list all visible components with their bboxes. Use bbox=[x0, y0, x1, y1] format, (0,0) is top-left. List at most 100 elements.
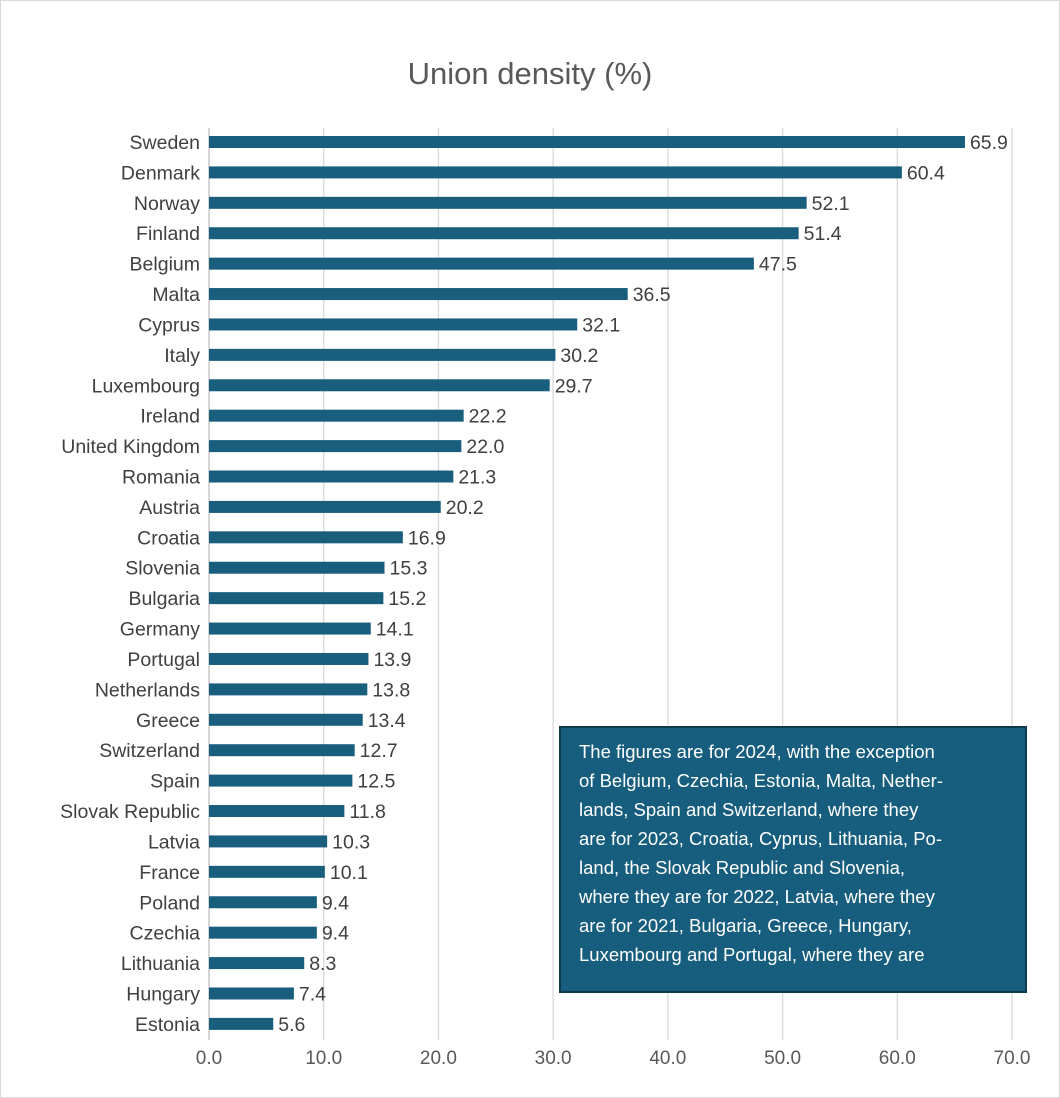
category-label: Portugal bbox=[127, 649, 200, 671]
x-tick-label: 0.0 bbox=[196, 1048, 222, 1069]
data-label: 36.5 bbox=[633, 284, 671, 306]
x-tick-label: 70.0 bbox=[994, 1048, 1031, 1069]
bar bbox=[209, 683, 368, 696]
bar bbox=[209, 136, 965, 148]
data-label: 10.1 bbox=[330, 862, 368, 884]
annotation-line: are for 2023, Croatia, Cyprus, Lithuania… bbox=[579, 828, 942, 849]
category-label: Switzerland bbox=[99, 740, 200, 762]
data-label: 10.3 bbox=[332, 831, 370, 853]
data-label: 51.4 bbox=[804, 223, 842, 245]
category-label: Austria bbox=[139, 497, 200, 519]
bar bbox=[209, 227, 799, 240]
data-label: 16.9 bbox=[408, 527, 446, 549]
bar bbox=[209, 896, 317, 909]
category-label: Greece bbox=[136, 710, 200, 732]
category-label: Slovak Republic bbox=[60, 801, 200, 823]
data-label: 8.3 bbox=[309, 953, 336, 975]
category-label: Slovenia bbox=[125, 558, 200, 580]
category-label: United Kingdom bbox=[61, 436, 200, 458]
bar bbox=[209, 805, 345, 818]
category-label: Germany bbox=[120, 619, 200, 641]
category-label: Estonia bbox=[135, 1014, 200, 1036]
annotation-line: land, the Slovak Republic and Slovenia, bbox=[579, 857, 906, 878]
bar bbox=[209, 500, 441, 513]
bar bbox=[209, 440, 462, 453]
data-label: 11.8 bbox=[349, 801, 386, 823]
category-label: Czechia bbox=[130, 923, 201, 945]
data-label: 7.4 bbox=[299, 983, 326, 1005]
category-label: Hungary bbox=[126, 983, 200, 1005]
bar bbox=[209, 835, 328, 848]
data-label: 32.1 bbox=[582, 314, 620, 336]
data-label: 14.1 bbox=[376, 619, 414, 641]
x-tick-label: 40.0 bbox=[649, 1048, 686, 1069]
category-label: Finland bbox=[136, 223, 200, 245]
category-label: Lithuania bbox=[121, 953, 200, 975]
category-label: Poland bbox=[139, 892, 200, 914]
data-label: 60.4 bbox=[907, 162, 945, 184]
data-label: 65.9 bbox=[970, 132, 1008, 154]
bar bbox=[209, 713, 363, 726]
data-label: 20.2 bbox=[446, 497, 484, 519]
bar bbox=[209, 774, 353, 787]
bar bbox=[209, 257, 754, 270]
category-label: Romania bbox=[122, 467, 200, 489]
data-label: 12.5 bbox=[357, 771, 395, 793]
x-tick-label: 20.0 bbox=[420, 1048, 457, 1069]
category-label: Belgium bbox=[130, 254, 200, 276]
x-tick-label: 60.0 bbox=[879, 1048, 916, 1069]
data-label: 13.9 bbox=[373, 649, 411, 671]
category-label: Croatia bbox=[137, 527, 200, 549]
data-label: 47.5 bbox=[759, 254, 797, 276]
category-label: Luxembourg bbox=[92, 375, 200, 397]
category-label: France bbox=[139, 862, 200, 884]
bar bbox=[209, 865, 325, 878]
bar bbox=[209, 652, 369, 665]
bar bbox=[209, 926, 317, 939]
category-label: Denmark bbox=[121, 162, 200, 184]
bar bbox=[209, 409, 464, 422]
annotation-line: are for 2021, Bulgaria, Greece, Hungary, bbox=[579, 915, 912, 936]
bar bbox=[209, 288, 628, 301]
bar bbox=[209, 957, 305, 970]
category-label: Spain bbox=[150, 771, 200, 793]
data-label: 15.3 bbox=[390, 558, 428, 580]
bar bbox=[209, 318, 578, 331]
data-label: 30.2 bbox=[560, 345, 598, 367]
category-label: Italy bbox=[164, 345, 200, 367]
bar bbox=[209, 348, 556, 361]
category-label: Bulgaria bbox=[128, 588, 200, 610]
x-tick-label: 30.0 bbox=[535, 1048, 572, 1069]
data-label: 22.2 bbox=[469, 406, 507, 428]
category-label: Netherlands bbox=[95, 679, 200, 701]
bar bbox=[209, 592, 384, 605]
bar bbox=[209, 987, 294, 1000]
bar bbox=[209, 470, 454, 483]
bar bbox=[209, 1017, 274, 1030]
chart-title: Union density (%) bbox=[408, 56, 653, 91]
data-label: 9.4 bbox=[322, 892, 349, 914]
category-label: Ireland bbox=[140, 406, 200, 428]
gridlines: 0.0 10.0 20.0 30.0 40.0 50.0 60.0 70.0 bbox=[196, 128, 1031, 1069]
bar bbox=[209, 744, 355, 757]
annotation-line: The figures are for 2024, with the excep… bbox=[579, 741, 935, 762]
data-label: 29.7 bbox=[555, 375, 593, 397]
data-label: 5.6 bbox=[278, 1014, 305, 1036]
data-label: 13.4 bbox=[368, 710, 406, 732]
data-label: 21.3 bbox=[458, 467, 496, 489]
category-label: Norway bbox=[134, 193, 200, 215]
data-label: 9.4 bbox=[322, 923, 349, 945]
data-label: 52.1 bbox=[812, 193, 850, 215]
data-label: 15.2 bbox=[388, 588, 426, 610]
bar bbox=[209, 379, 550, 392]
bar bbox=[209, 166, 902, 179]
category-label: Cyprus bbox=[138, 314, 200, 336]
data-label: 22.0 bbox=[466, 436, 504, 458]
annotation-line: of Belgium, Czechia, Estonia, Malta, Net… bbox=[579, 770, 943, 791]
data-label: 13.8 bbox=[372, 679, 410, 701]
annotation-box: The figures are for 2024, with the excep… bbox=[559, 726, 1027, 993]
annotation-line: lands, Spain and Switzerland, where they bbox=[579, 799, 919, 820]
bar bbox=[209, 196, 807, 209]
bar bbox=[209, 561, 385, 574]
